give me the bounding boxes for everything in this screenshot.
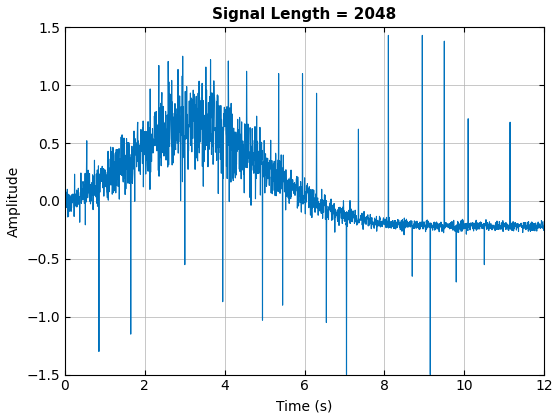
X-axis label: Time (s): Time (s): [277, 399, 333, 413]
Y-axis label: Amplitude: Amplitude: [7, 165, 21, 236]
Title: Signal Length = 2048: Signal Length = 2048: [212, 7, 396, 22]
